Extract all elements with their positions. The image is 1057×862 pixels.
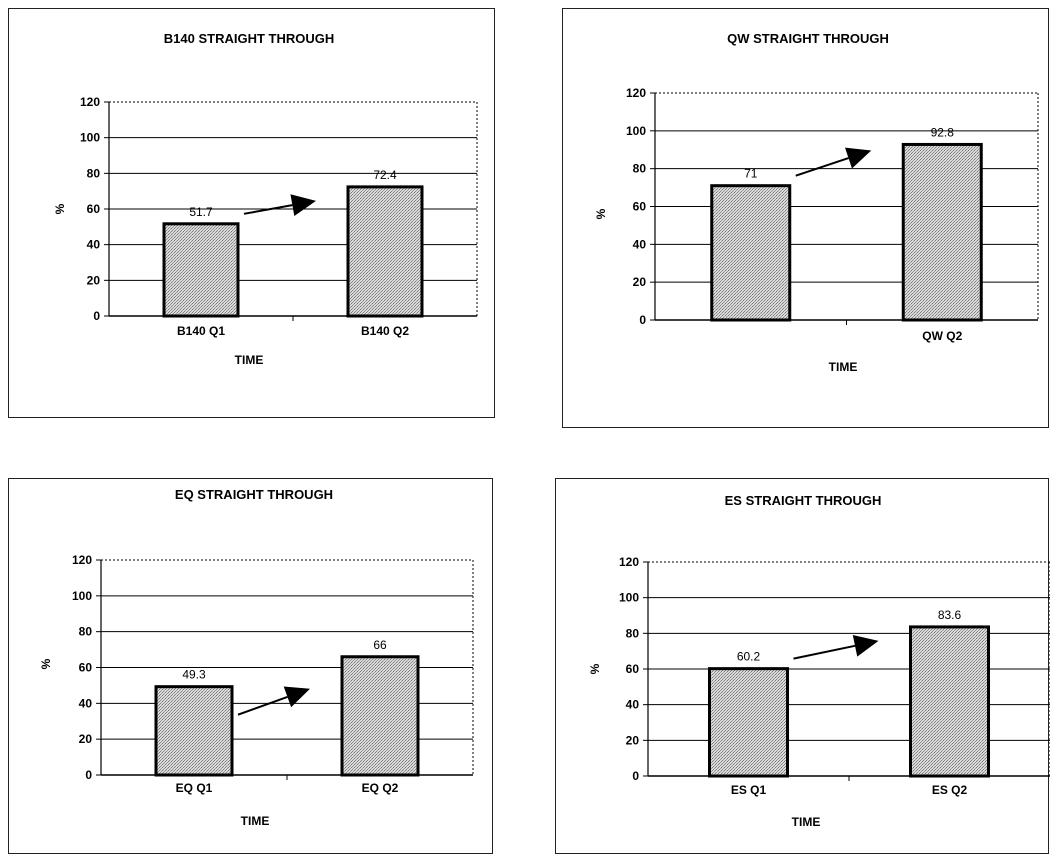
y-tick-label: 20 xyxy=(79,732,93,746)
y-tick-label: 120 xyxy=(619,555,639,569)
chart-b140: B140 STRAIGHT THROUGH 0 20 40 60 80 100 120 51.7… xyxy=(53,31,478,367)
y-axis-title: % xyxy=(594,208,608,219)
x-tick-label: ES Q1 xyxy=(731,783,767,797)
y-tick-label: 120 xyxy=(626,86,646,100)
chart-eq: EQ STRAIGHT THROUGH 0 20 40 60 80 100 120 49.3 EQ… xyxy=(39,487,474,828)
data-label: 92.8 xyxy=(931,125,955,139)
chart-qw: QW STRAIGHT THROUGH 0 20 40 60 80 100 120 71 92.8… xyxy=(594,31,1039,374)
x-axis-title: TIME xyxy=(241,814,270,828)
y-tick-label: 60 xyxy=(79,661,93,675)
x-tick-label: EQ Q2 xyxy=(362,781,399,795)
y-tick-label: 0 xyxy=(632,769,639,783)
y-tick-label: 80 xyxy=(87,166,101,180)
y-tick-label: 60 xyxy=(633,200,647,214)
y-tick-label: 120 xyxy=(80,95,100,109)
x-tick-label: QW Q2 xyxy=(922,329,962,343)
y-tick-label: 0 xyxy=(639,313,646,327)
y-tick-label: 100 xyxy=(619,591,639,605)
y-tick-label: 0 xyxy=(85,768,92,782)
trend-arrow-shaft xyxy=(795,157,849,177)
trend-arrow-shaft xyxy=(243,204,293,215)
data-label: 71 xyxy=(744,167,758,181)
y-tick-label: 100 xyxy=(72,589,92,603)
x-tick-label: ES Q2 xyxy=(932,783,968,797)
data-label: 72.4 xyxy=(373,168,397,182)
trend-arrow-head xyxy=(290,194,316,216)
bar xyxy=(154,685,234,777)
y-axis-title: % xyxy=(53,203,67,214)
y-tick-label: 80 xyxy=(79,625,93,639)
bar xyxy=(909,625,990,778)
chart-title: QW STRAIGHT THROUGH xyxy=(727,31,889,46)
chart-es: ES STRAIGHT THROUGH 0 20 40 60 80 100 120 60.2 ES… xyxy=(588,493,1050,829)
y-tick-label: 20 xyxy=(87,273,101,287)
y-tick-label: 40 xyxy=(633,237,647,251)
bar xyxy=(710,184,792,322)
bar xyxy=(340,655,420,777)
chart-panel-b140: B140 STRAIGHT THROUGH 0 20 40 60 80 100 120 51.7… xyxy=(8,8,495,418)
y-tick-label: 100 xyxy=(80,131,100,145)
y-tick-label: 60 xyxy=(626,662,640,676)
y-tick-label: 40 xyxy=(79,696,93,710)
bar xyxy=(346,185,424,318)
y-tick-label: 80 xyxy=(626,626,640,640)
y-axis-title: % xyxy=(39,658,53,669)
trend-arrow-head xyxy=(283,686,310,708)
x-tick-label: B140 Q2 xyxy=(361,324,409,338)
data-label: 83.6 xyxy=(938,608,962,622)
trend-arrow-head xyxy=(845,147,872,169)
data-label: 49.3 xyxy=(182,668,206,682)
y-tick-label: 80 xyxy=(633,162,647,176)
chart-title: B140 STRAIGHT THROUGH xyxy=(164,31,334,46)
bar xyxy=(708,667,789,778)
chart-panel-es: ES STRAIGHT THROUGH 0 20 40 60 80 100 120 60.2 ES… xyxy=(555,478,1050,854)
chart-title: EQ STRAIGHT THROUGH xyxy=(175,487,333,502)
trend-arrow-shaft xyxy=(793,644,856,660)
chart-title: ES STRAIGHT THROUGH xyxy=(725,493,882,508)
data-label: 66 xyxy=(373,638,387,652)
y-tick-label: 120 xyxy=(72,553,92,567)
y-tick-label: 40 xyxy=(626,698,640,712)
x-tick-label: EQ Q1 xyxy=(176,781,213,795)
x-axis-title: TIME xyxy=(829,360,858,374)
x-tick-label: B140 Q1 xyxy=(177,324,225,338)
y-axis-title: % xyxy=(588,663,602,674)
bar xyxy=(162,222,240,318)
trend-arrow-head xyxy=(852,635,879,657)
y-tick-label: 60 xyxy=(87,202,101,216)
y-tick-label: 20 xyxy=(626,733,640,747)
y-tick-label: 40 xyxy=(87,238,101,252)
x-axis-title: TIME xyxy=(235,353,264,367)
trend-arrow-shaft xyxy=(237,695,288,716)
y-tick-label: 20 xyxy=(633,275,647,289)
chart-panel-qw: QW STRAIGHT THROUGH 0 20 40 60 80 100 120 71 92.8… xyxy=(562,8,1049,428)
data-label: 51.7 xyxy=(189,205,213,219)
y-tick-label: 0 xyxy=(93,309,100,323)
y-tick-label: 100 xyxy=(626,124,646,138)
bar xyxy=(901,142,983,322)
chart-panel-eq: EQ STRAIGHT THROUGH 0 20 40 60 80 100 120 49.3 EQ… xyxy=(8,478,493,854)
data-label: 60.2 xyxy=(737,650,761,664)
x-axis-title: TIME xyxy=(792,815,821,829)
